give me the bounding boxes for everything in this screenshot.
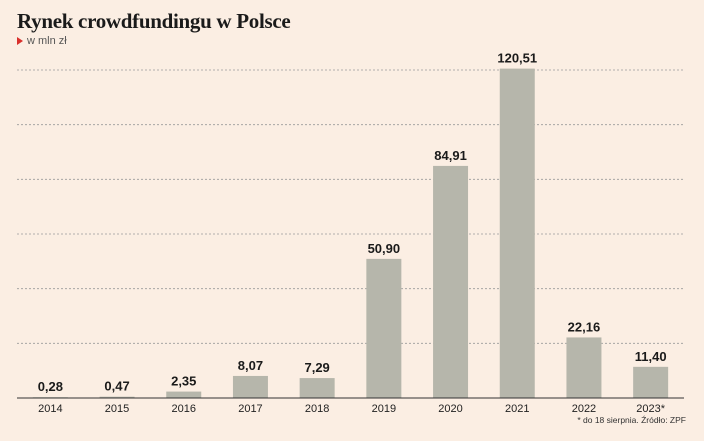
chart-subtitle: w mln zł bbox=[17, 35, 67, 47]
bar bbox=[433, 165, 469, 398]
x-tick-label: 2022 bbox=[572, 403, 596, 415]
bar bbox=[366, 258, 402, 398]
x-tick-label: 2021 bbox=[505, 403, 529, 415]
bar bbox=[499, 68, 535, 398]
x-tick-label: 2015 bbox=[105, 403, 129, 415]
chart-title: Rynek crowdfundingu w Polsce bbox=[17, 9, 291, 33]
data-label: 0,28 bbox=[38, 379, 63, 394]
unit-label: w mln zł bbox=[27, 35, 67, 47]
footnote-source: * do 18 sierpnia. Źródło: ZPF bbox=[577, 415, 686, 425]
bar bbox=[299, 378, 335, 398]
x-tick-label: 2019 bbox=[372, 403, 396, 415]
x-tick-label: 2014 bbox=[38, 403, 62, 415]
x-tick-label: 2020 bbox=[438, 403, 462, 415]
data-label: 11,40 bbox=[635, 349, 667, 364]
bar bbox=[232, 375, 268, 398]
x-tick-label: 2017 bbox=[238, 403, 262, 415]
data-label: 50,90 bbox=[368, 241, 401, 256]
bar bbox=[633, 366, 669, 398]
data-label: 120,51 bbox=[497, 51, 537, 66]
data-label: 7,29 bbox=[304, 360, 329, 375]
x-tick-label: 2018 bbox=[305, 403, 329, 415]
data-label: 2,35 bbox=[171, 374, 196, 389]
red-triangle-marker-icon bbox=[17, 37, 23, 45]
x-tick-label: 2016 bbox=[172, 403, 196, 415]
bar bbox=[166, 391, 202, 398]
data-label: 0,47 bbox=[104, 379, 129, 394]
data-label: 22,16 bbox=[568, 319, 601, 334]
bar bbox=[99, 396, 135, 398]
bar bbox=[566, 337, 602, 398]
data-label: 84,91 bbox=[434, 148, 467, 163]
x-tick-label: 2023* bbox=[636, 403, 665, 415]
data-label: 8,07 bbox=[238, 358, 263, 373]
